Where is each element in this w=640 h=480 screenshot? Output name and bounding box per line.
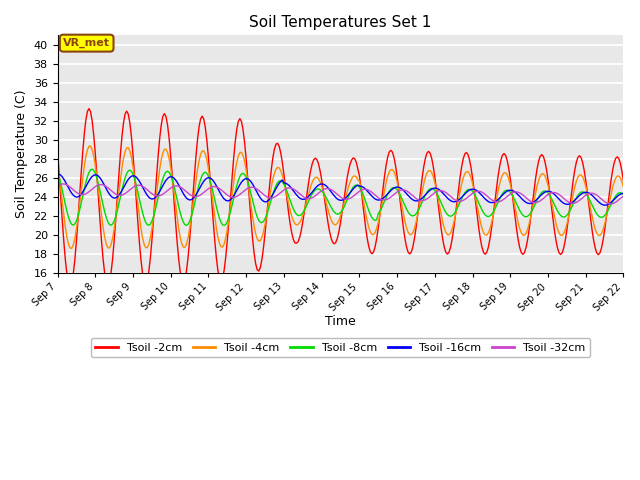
X-axis label: Time: Time <box>325 315 356 328</box>
Tsoil -2cm <box>554 245 561 251</box>
Tsoil -32cm <box>620 193 627 199</box>
Line: Tsoil -4cm: Tsoil -4cm <box>58 146 623 248</box>
Tsoil -2cm <box>620 179 627 184</box>
Tsoil -4cm <box>620 184 627 190</box>
Tsoil -4cm <box>411 226 419 231</box>
Line: Tsoil -32cm: Tsoil -32cm <box>58 184 623 204</box>
Tsoil -2cm <box>398 213 406 218</box>
Tsoil -8cm <box>88 166 96 172</box>
Tsoil -8cm <box>220 223 228 228</box>
Tsoil -2cm <box>379 186 387 192</box>
Tsoil -8cm <box>69 222 77 228</box>
Tsoil -4cm <box>86 143 94 149</box>
Tsoil -4cm <box>54 161 61 167</box>
Text: VR_met: VR_met <box>63 38 110 48</box>
Tsoil -16cm <box>620 191 627 196</box>
Tsoil -4cm <box>71 236 79 241</box>
Tsoil -2cm <box>67 283 74 289</box>
Tsoil -8cm <box>379 202 387 208</box>
Tsoil -2cm <box>71 257 79 263</box>
Tsoil -2cm <box>54 149 61 155</box>
Tsoil -8cm <box>411 213 419 218</box>
Tsoil -8cm <box>554 208 561 214</box>
Tsoil -4cm <box>162 146 170 152</box>
Tsoil -32cm <box>409 193 417 199</box>
Line: Tsoil -16cm: Tsoil -16cm <box>58 174 623 205</box>
Tsoil -16cm <box>376 197 383 203</box>
Tsoil -32cm <box>378 197 385 203</box>
Tsoil -4cm <box>554 226 561 232</box>
Tsoil -2cm <box>162 114 170 120</box>
Line: Tsoil -2cm: Tsoil -2cm <box>58 108 623 286</box>
Title: Soil Temperatures Set 1: Soil Temperatures Set 1 <box>250 15 432 30</box>
Tsoil -32cm <box>607 201 615 207</box>
Tsoil -4cm <box>68 245 76 251</box>
Tsoil -16cm <box>159 182 166 188</box>
Tsoil -16cm <box>395 184 403 190</box>
Tsoil -8cm <box>161 171 168 177</box>
Tsoil -16cm <box>54 171 61 177</box>
Tsoil -32cm <box>54 183 61 189</box>
Tsoil -32cm <box>396 187 404 193</box>
Tsoil -4cm <box>379 195 387 201</box>
Tsoil -32cm <box>71 188 79 194</box>
Tsoil -16cm <box>601 202 609 208</box>
Tsoil -32cm <box>60 181 68 187</box>
Tsoil -8cm <box>54 169 61 175</box>
Tsoil -8cm <box>620 192 627 197</box>
Tsoil -32cm <box>552 190 560 196</box>
Tsoil -8cm <box>398 196 406 202</box>
Y-axis label: Soil Temperature (C): Soil Temperature (C) <box>15 90 28 218</box>
Tsoil -16cm <box>408 196 415 202</box>
Legend: Tsoil -2cm, Tsoil -4cm, Tsoil -8cm, Tsoil -16cm, Tsoil -32cm: Tsoil -2cm, Tsoil -4cm, Tsoil -8cm, Tsoi… <box>91 338 590 357</box>
Tsoil -16cm <box>550 192 558 197</box>
Tsoil -2cm <box>411 236 419 242</box>
Tsoil -16cm <box>69 192 77 198</box>
Tsoil -2cm <box>85 106 93 111</box>
Tsoil -32cm <box>161 190 168 196</box>
Tsoil -4cm <box>398 203 406 209</box>
Line: Tsoil -8cm: Tsoil -8cm <box>58 169 623 226</box>
